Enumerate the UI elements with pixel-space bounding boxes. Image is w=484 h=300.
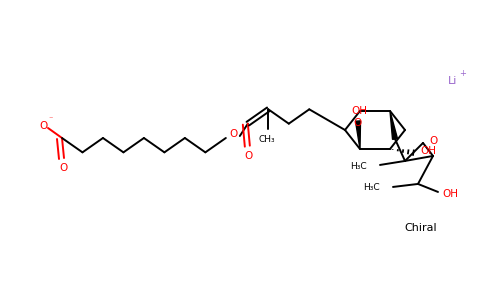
Text: OH: OH bbox=[351, 106, 367, 116]
Text: O: O bbox=[59, 163, 67, 173]
Text: O: O bbox=[354, 118, 362, 128]
Text: Li: Li bbox=[448, 76, 457, 86]
Polygon shape bbox=[356, 121, 361, 149]
Text: H₃C: H₃C bbox=[363, 183, 380, 192]
Text: Chiral: Chiral bbox=[405, 223, 438, 233]
Text: H₃C: H₃C bbox=[350, 162, 367, 171]
Text: O: O bbox=[429, 136, 437, 146]
Text: O: O bbox=[230, 129, 238, 139]
Text: ⁻: ⁻ bbox=[49, 115, 53, 124]
Text: +: + bbox=[459, 68, 466, 77]
Text: OH: OH bbox=[420, 146, 436, 156]
Text: O: O bbox=[245, 151, 253, 161]
Text: CH₃: CH₃ bbox=[259, 135, 275, 144]
Polygon shape bbox=[390, 111, 397, 140]
Text: OH: OH bbox=[442, 189, 458, 199]
Text: O: O bbox=[39, 121, 47, 131]
